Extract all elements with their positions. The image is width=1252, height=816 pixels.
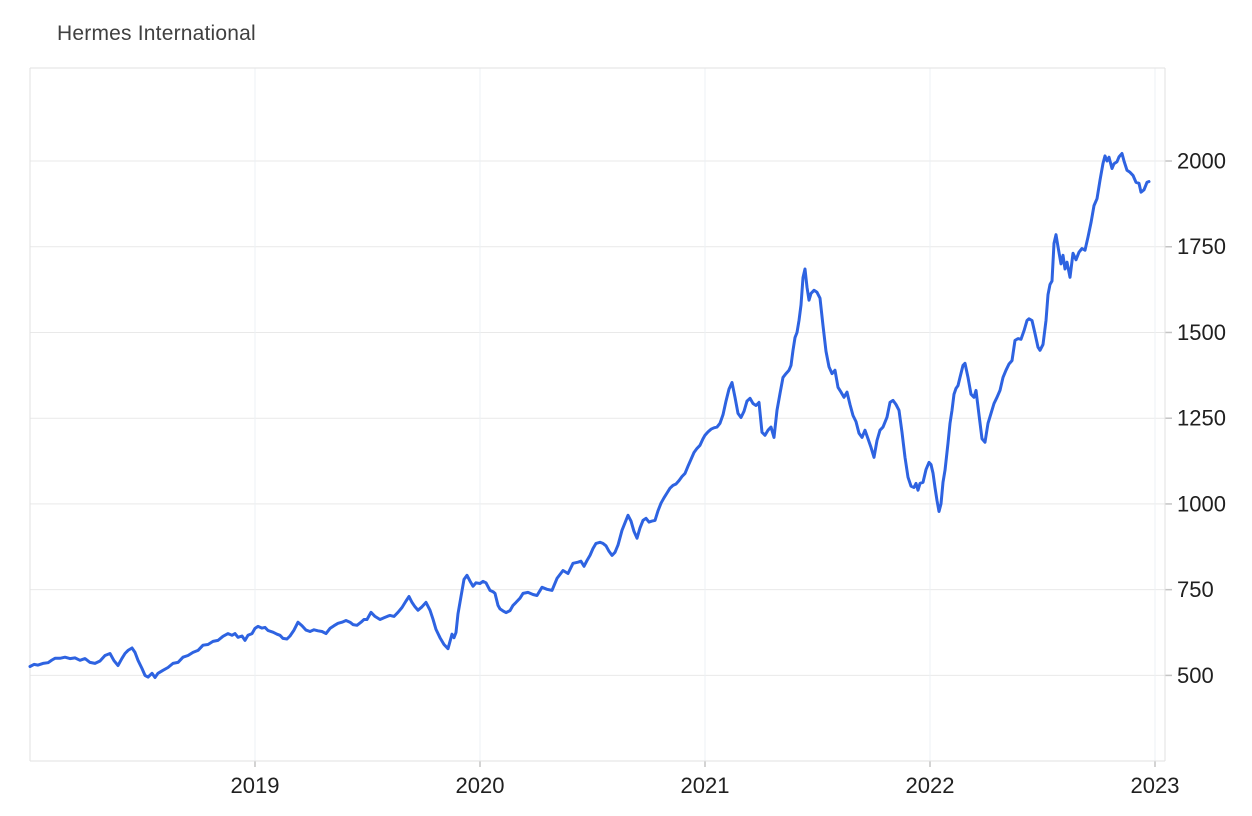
x-axis-label: 2019 [231, 773, 280, 798]
y-axis-label: 500 [1177, 663, 1214, 688]
y-axis-label: 1250 [1177, 406, 1226, 431]
x-axis-label: 2020 [456, 773, 505, 798]
y-axis-label: 750 [1177, 577, 1214, 602]
y-axis-label: 1500 [1177, 320, 1226, 345]
y-axis-label: 2000 [1177, 149, 1226, 174]
price-line [28, 152, 1151, 679]
x-axis-label: 2022 [906, 773, 955, 798]
y-axis-label: 1750 [1177, 234, 1226, 259]
chart-title: Hermes International [57, 22, 256, 45]
x-axis-label: 2023 [1131, 773, 1180, 798]
x-axis-label: 2021 [681, 773, 730, 798]
y-axis-label: 1000 [1177, 491, 1226, 516]
